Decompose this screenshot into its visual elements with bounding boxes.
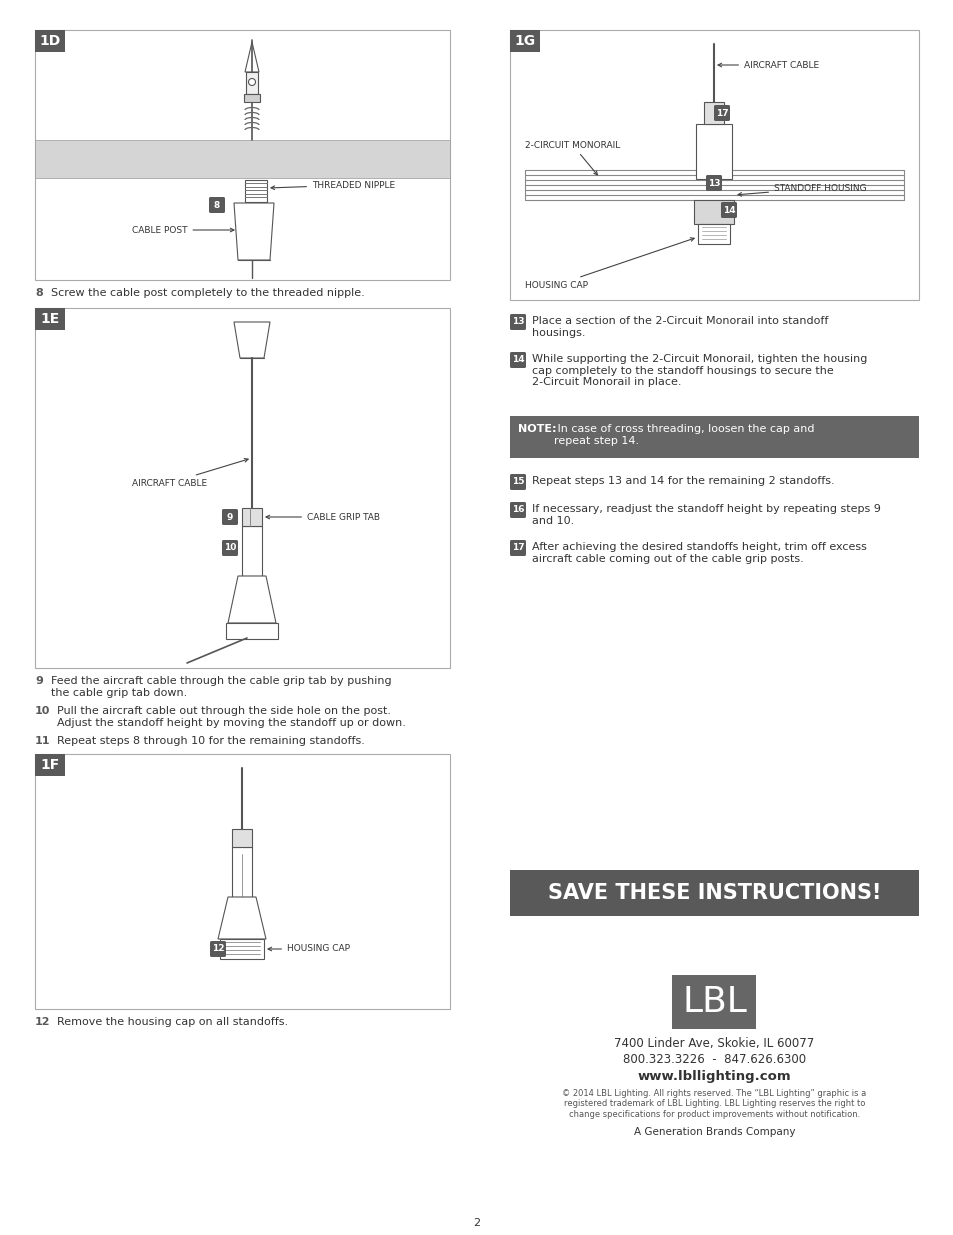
Text: HOUSING CAP: HOUSING CAP — [524, 238, 694, 289]
Text: 12: 12 — [35, 1016, 51, 1028]
Bar — [35, 755, 450, 1009]
Text: 13: 13 — [511, 317, 524, 326]
Text: 17: 17 — [715, 109, 727, 117]
Text: THREADED NIPPLE: THREADED NIPPLE — [271, 180, 395, 189]
FancyBboxPatch shape — [510, 352, 525, 368]
Bar — [696, 124, 731, 179]
Text: 16: 16 — [511, 505, 524, 515]
FancyBboxPatch shape — [510, 314, 525, 330]
Bar — [220, 939, 264, 960]
Text: Pull the aircraft cable out through the side hole on the post.
Adjust the stando: Pull the aircraft cable out through the … — [57, 706, 405, 727]
Text: HOUSING CAP: HOUSING CAP — [268, 945, 350, 953]
Text: www.lbllighting.com: www.lbllighting.com — [637, 1070, 790, 1083]
Bar — [510, 30, 539, 52]
Bar — [242, 526, 262, 576]
Text: 8: 8 — [213, 200, 220, 210]
Text: Remove the housing cap on all standoffs.: Remove the housing cap on all standoffs. — [57, 1016, 288, 1028]
Text: 1F: 1F — [40, 758, 59, 772]
Text: AIRCRAFT CABLE: AIRCRAFT CABLE — [132, 458, 248, 488]
Text: If necessary, readjust the standoff height by repeating steps 9
and 10.: If necessary, readjust the standoff heig… — [532, 504, 880, 526]
Bar — [35, 308, 450, 668]
Text: 7400 Linder Ave, Skokie, IL 60077: 7400 Linder Ave, Skokie, IL 60077 — [614, 1037, 814, 1050]
Text: SAVE THESE INSTRUCTIONS!: SAVE THESE INSTRUCTIONS! — [547, 883, 881, 903]
Text: 9: 9 — [227, 513, 233, 521]
FancyBboxPatch shape — [510, 540, 525, 556]
Polygon shape — [218, 897, 266, 939]
Text: Screw the cable post completely to the threaded nipple.: Screw the cable post completely to the t… — [51, 288, 364, 298]
FancyBboxPatch shape — [510, 501, 525, 517]
Text: 15: 15 — [511, 478, 524, 487]
Text: 12: 12 — [212, 945, 224, 953]
Text: 10: 10 — [35, 706, 51, 716]
Text: 2: 2 — [473, 1218, 480, 1228]
Text: Feed the aircraft cable through the cable grip tab by pushing
the cable grip tab: Feed the aircraft cable through the cabl… — [51, 676, 392, 698]
FancyBboxPatch shape — [209, 198, 225, 212]
Polygon shape — [228, 576, 275, 622]
Text: In case of cross threading, loosen the cap and
repeat step 14.: In case of cross threading, loosen the c… — [554, 424, 814, 446]
Bar — [703, 103, 723, 124]
Polygon shape — [233, 322, 270, 358]
Bar — [244, 94, 260, 103]
FancyBboxPatch shape — [222, 509, 237, 525]
Text: 1D: 1D — [39, 35, 61, 48]
Bar — [232, 847, 252, 897]
FancyBboxPatch shape — [720, 203, 737, 219]
Text: 1E: 1E — [40, 312, 59, 326]
Bar — [242, 508, 262, 526]
Text: 13: 13 — [707, 179, 720, 188]
Text: CABLE GRIP TAB: CABLE GRIP TAB — [266, 513, 379, 521]
Text: CABLE POST: CABLE POST — [132, 226, 233, 235]
Text: 17: 17 — [511, 543, 524, 552]
Bar — [698, 224, 729, 245]
Circle shape — [248, 79, 255, 85]
Text: 2-CIRCUIT MONORAIL: 2-CIRCUIT MONORAIL — [524, 141, 619, 175]
Text: NOTE:: NOTE: — [517, 424, 556, 433]
Text: 8: 8 — [35, 288, 43, 298]
Text: STANDOFF HOUSING: STANDOFF HOUSING — [738, 184, 865, 196]
Bar — [35, 30, 450, 280]
Text: 14: 14 — [722, 205, 735, 215]
FancyBboxPatch shape — [705, 175, 721, 191]
Text: A Generation Brands Company: A Generation Brands Company — [633, 1128, 795, 1137]
Bar — [35, 755, 65, 776]
Bar — [226, 622, 277, 638]
Text: While supporting the 2-Circuit Monorail, tighten the housing
cap completely to t: While supporting the 2-Circuit Monorail,… — [532, 354, 866, 388]
Bar — [35, 30, 65, 52]
Bar — [510, 30, 918, 300]
Text: AIRCRAFT CABLE: AIRCRAFT CABLE — [718, 61, 819, 69]
Bar — [35, 308, 65, 330]
Text: 800.323.3226  -  847.626.6300: 800.323.3226 - 847.626.6300 — [622, 1053, 805, 1066]
FancyBboxPatch shape — [222, 540, 237, 556]
Text: 1G: 1G — [514, 35, 535, 48]
Text: © 2014 LBL Lighting. All rights reserved. The “LBL Lighting” graphic is a
regist: © 2014 LBL Lighting. All rights reserved… — [561, 1089, 865, 1119]
Bar — [35, 140, 450, 178]
Bar — [672, 974, 756, 1029]
Text: Place a section of the 2-Circuit Monorail into standoff
housings.: Place a section of the 2-Circuit Monorai… — [532, 316, 827, 337]
Text: After achieving the desired standoffs height, trim off excess
aircraft cable com: After achieving the desired standoffs he… — [532, 542, 866, 563]
Text: 14: 14 — [511, 356, 524, 364]
Text: Repeat steps 13 and 14 for the remaining 2 standoffs.: Repeat steps 13 and 14 for the remaining… — [532, 475, 834, 487]
Bar — [510, 416, 918, 458]
Text: Repeat steps 8 through 10 for the remaining standoffs.: Repeat steps 8 through 10 for the remain… — [57, 736, 364, 746]
Text: 9: 9 — [35, 676, 43, 685]
FancyBboxPatch shape — [713, 105, 729, 121]
FancyBboxPatch shape — [510, 474, 525, 490]
Bar — [510, 869, 918, 916]
Polygon shape — [233, 203, 274, 261]
Bar — [693, 200, 733, 224]
Text: LBL: LBL — [681, 986, 746, 1019]
Text: 11: 11 — [35, 736, 51, 746]
Bar — [246, 72, 257, 94]
FancyBboxPatch shape — [210, 941, 226, 957]
Bar — [232, 829, 252, 847]
Bar — [245, 180, 267, 203]
Text: 10: 10 — [224, 543, 236, 552]
